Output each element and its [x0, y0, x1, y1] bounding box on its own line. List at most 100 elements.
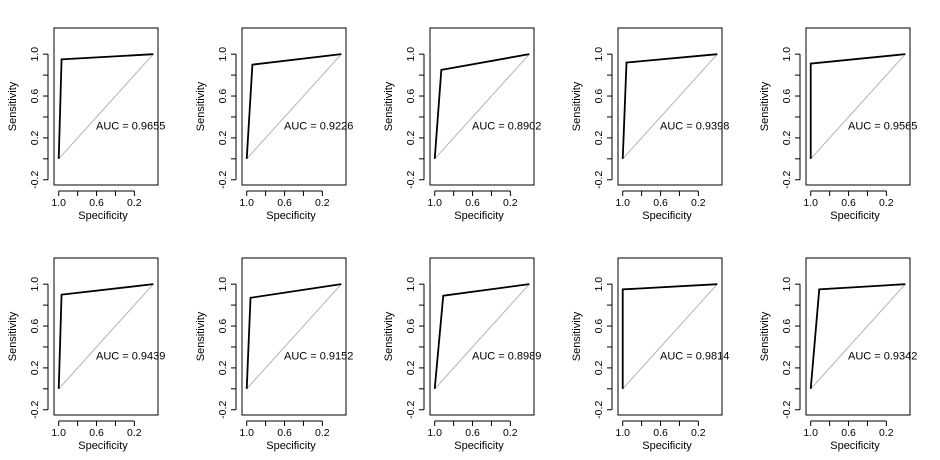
auc-label: AUC = 0.8902: [472, 121, 541, 133]
x-tick-label: 0.2: [879, 197, 894, 209]
y-tick-label: -0.2: [781, 401, 793, 419]
y-tick-label: 1.0: [29, 47, 41, 62]
y-tick-label: 1.0: [217, 277, 229, 292]
auc-label: AUC = 0.9655: [96, 121, 165, 133]
y-tick-label: 0.6: [593, 319, 605, 334]
y-tick-label: 0.6: [593, 89, 605, 104]
plot-frame: [429, 27, 535, 186]
y-axis-title: Sensitivity: [7, 81, 19, 131]
plot-frame: [241, 27, 347, 186]
y-tick-label: 0.2: [217, 130, 229, 145]
y-tick-label: -0.2: [29, 401, 41, 419]
x-axis-title: Specificity: [454, 210, 504, 222]
x-axis-title: Specificity: [642, 210, 692, 222]
roc-curve: [433, 283, 530, 389]
y-tick-label: 0.2: [781, 130, 793, 145]
y-axis-title: Sensitivity: [759, 81, 771, 131]
y-tick-label: -0.2: [593, 401, 605, 419]
x-tick-label: 1.0: [615, 427, 630, 439]
auc-label: AUC = 0.9152: [284, 351, 353, 363]
y-tick-label: -0.2: [405, 171, 417, 189]
y-tick-label: 0.2: [29, 360, 41, 375]
y-tick-label: 0.6: [217, 89, 229, 104]
y-axis-title: Sensitivity: [571, 81, 583, 131]
x-tick-label: 1.0: [51, 427, 66, 439]
y-tick-label: 0.6: [405, 319, 417, 334]
x-tick-label: 1.0: [803, 197, 818, 209]
y-tick-label: -0.2: [217, 171, 229, 189]
plot-frame: [617, 27, 723, 186]
auc-label: AUC = 0.9226: [284, 121, 353, 133]
roc-curve: [57, 283, 154, 389]
y-axis-title: Sensitivity: [383, 311, 395, 361]
auc-label: AUC = 0.9565: [848, 121, 917, 133]
roc-curve: [809, 283, 906, 389]
roc-panel-1: 1.0 0.6 0.2 -0.2 0.2 0.6 1.0 Specificity Sensiti…: [7, 27, 165, 222]
auc-label: AUC = 0.9814: [660, 351, 729, 363]
auc-label: AUC = 0.8989: [472, 351, 541, 363]
x-tick-label: 0.2: [503, 427, 518, 439]
x-tick-label: 0.6: [653, 197, 668, 209]
x-tick-label: 0.2: [691, 427, 706, 439]
y-tick-label: 0.2: [29, 130, 41, 145]
plot-frame: [53, 27, 159, 186]
y-tick-label: 0.6: [405, 89, 417, 104]
y-tick-label: -0.2: [781, 171, 793, 189]
x-tick-label: 1.0: [803, 427, 818, 439]
x-tick-label: 0.2: [503, 197, 518, 209]
roc-panel-4: 1.0 0.6 0.2 -0.2 0.2 0.6 1.0 Specificity Sensiti…: [571, 27, 729, 222]
y-tick-label: -0.2: [217, 401, 229, 419]
y-tick-label: -0.2: [29, 171, 41, 189]
x-tick-label: 0.2: [879, 427, 894, 439]
auc-label: AUC = 0.9398: [660, 121, 729, 133]
roc-curve: [621, 53, 718, 159]
y-tick-label: 0.6: [217, 319, 229, 334]
reference-line: [622, 283, 718, 390]
x-tick-label: 0.6: [841, 197, 856, 209]
y-tick-label: 1.0: [217, 47, 229, 62]
y-axis-title: Sensitivity: [195, 81, 207, 131]
x-tick-label: 1.0: [239, 197, 254, 209]
y-axis-title: Sensitivity: [7, 311, 19, 361]
x-axis-title: Specificity: [78, 210, 128, 222]
x-tick-label: 0.2: [691, 197, 706, 209]
reference-line: [58, 283, 154, 390]
y-tick-label: 0.2: [781, 360, 793, 375]
reference-line: [810, 53, 906, 160]
roc-panel-2: 1.0 0.6 0.2 -0.2 0.2 0.6 1.0 Specificity Sensiti…: [195, 27, 353, 222]
x-tick-label: 1.0: [51, 197, 66, 209]
auc-label: AUC = 0.9342: [848, 351, 917, 363]
roc-panel-9: 1.0 0.6 0.2 -0.2 0.2 0.6 1.0 Specificity Sensiti…: [571, 257, 729, 452]
y-tick-label: 0.2: [593, 360, 605, 375]
roc-panel-7: 1.0 0.6 0.2 -0.2 0.2 0.6 1.0 Specificity Sensiti…: [195, 257, 353, 452]
y-tick-label: 0.6: [29, 319, 41, 334]
plot-frame: [617, 257, 723, 416]
x-axis-title: Specificity: [454, 440, 504, 452]
y-tick-label: 0.2: [405, 130, 417, 145]
y-tick-label: 0.6: [781, 89, 793, 104]
y-tick-label: 1.0: [781, 277, 793, 292]
y-tick-label: 0.2: [593, 130, 605, 145]
x-axis-title: Specificity: [642, 440, 692, 452]
y-axis-title: Sensitivity: [571, 311, 583, 361]
plot-frame: [241, 257, 347, 416]
y-tick-label: 1.0: [405, 47, 417, 62]
plot-frame: [805, 257, 911, 416]
reference-line: [246, 53, 342, 160]
y-axis-title: Sensitivity: [195, 311, 207, 361]
roc-panel-8: 1.0 0.6 0.2 -0.2 0.2 0.6 1.0 Specificity Sensiti…: [383, 257, 541, 452]
reference-line: [434, 53, 530, 160]
x-tick-label: 0.6: [89, 197, 104, 209]
x-tick-label: 0.2: [127, 427, 142, 439]
plot-frame: [429, 257, 535, 416]
x-tick-label: 0.6: [841, 427, 856, 439]
x-tick-label: 1.0: [239, 427, 254, 439]
reference-line: [622, 53, 718, 160]
y-tick-label: -0.2: [593, 171, 605, 189]
reference-line: [58, 53, 154, 160]
auc-label: AUC = 0.9439: [96, 351, 165, 363]
plot-frame: [53, 257, 159, 416]
plot-frame: [805, 27, 911, 186]
x-axis-title: Specificity: [830, 440, 880, 452]
x-axis-title: Specificity: [266, 210, 316, 222]
